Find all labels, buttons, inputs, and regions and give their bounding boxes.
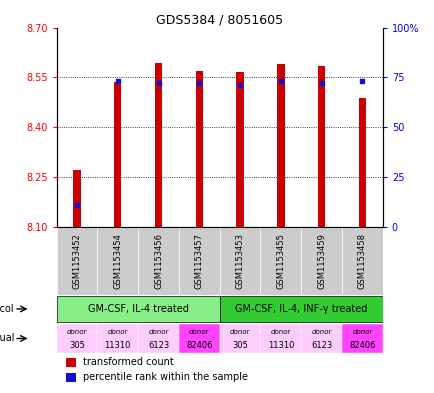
Bar	[236, 72, 243, 226]
Point	[317, 80, 324, 86]
Point	[358, 78, 365, 84]
Text: GSM1153455: GSM1153455	[276, 233, 285, 289]
Text: GSM1153457: GSM1153457	[194, 233, 203, 289]
FancyBboxPatch shape	[97, 323, 138, 353]
Bar	[358, 98, 365, 226]
Text: donor: donor	[270, 329, 290, 335]
Bar	[73, 170, 80, 226]
Text: percentile rank within the sample: percentile rank within the sample	[82, 372, 247, 382]
Text: GSM1153456: GSM1153456	[154, 233, 163, 289]
Point	[155, 80, 161, 86]
FancyBboxPatch shape	[300, 226, 341, 295]
Point	[277, 78, 284, 84]
Text: donor: donor	[189, 329, 209, 335]
FancyBboxPatch shape	[341, 226, 382, 295]
Text: 11310: 11310	[267, 341, 293, 350]
FancyBboxPatch shape	[138, 226, 178, 295]
Text: GSM1153452: GSM1153452	[72, 233, 81, 289]
Title: GDS5384 / 8051605: GDS5384 / 8051605	[156, 13, 283, 26]
Point	[236, 82, 243, 88]
Text: GSM1153454: GSM1153454	[113, 233, 122, 289]
Text: GSM1153459: GSM1153459	[316, 233, 326, 289]
FancyBboxPatch shape	[260, 226, 300, 295]
Text: donor: donor	[311, 329, 331, 335]
Text: GM-CSF, IL-4 treated: GM-CSF, IL-4 treated	[88, 304, 188, 314]
Text: 82406: 82406	[349, 341, 375, 350]
Text: GSM1153458: GSM1153458	[357, 233, 366, 289]
Text: 11310: 11310	[104, 341, 131, 350]
Text: 305: 305	[69, 341, 85, 350]
Text: 305: 305	[232, 341, 247, 350]
FancyBboxPatch shape	[260, 323, 300, 353]
FancyBboxPatch shape	[97, 226, 138, 295]
FancyBboxPatch shape	[56, 323, 97, 353]
Text: donor: donor	[148, 329, 168, 335]
Point	[73, 202, 80, 208]
FancyBboxPatch shape	[219, 226, 260, 295]
Point	[195, 80, 202, 86]
Text: 6123: 6123	[310, 341, 332, 350]
FancyBboxPatch shape	[300, 323, 341, 353]
Text: donor: donor	[66, 329, 87, 335]
Text: GSM1153453: GSM1153453	[235, 233, 244, 289]
Text: GM-CSF, IL-4, INF-γ treated: GM-CSF, IL-4, INF-γ treated	[234, 304, 367, 314]
Bar	[66, 373, 76, 382]
FancyBboxPatch shape	[341, 323, 382, 353]
FancyBboxPatch shape	[56, 296, 219, 322]
FancyBboxPatch shape	[56, 226, 97, 295]
Bar	[114, 82, 121, 226]
Text: 82406: 82406	[186, 341, 212, 350]
Bar	[66, 358, 76, 367]
Point	[114, 78, 121, 84]
FancyBboxPatch shape	[138, 323, 178, 353]
Text: donor: donor	[352, 329, 372, 335]
FancyBboxPatch shape	[219, 296, 382, 322]
FancyBboxPatch shape	[219, 323, 260, 353]
Bar	[155, 63, 162, 226]
Bar	[195, 71, 203, 226]
Text: donor: donor	[107, 329, 128, 335]
Text: 6123: 6123	[148, 341, 169, 350]
Text: protocol: protocol	[0, 304, 14, 314]
Text: individual: individual	[0, 334, 14, 343]
Text: transformed count: transformed count	[82, 358, 173, 367]
Bar	[276, 64, 284, 226]
FancyBboxPatch shape	[178, 323, 219, 353]
Text: donor: donor	[229, 329, 250, 335]
Bar	[317, 66, 325, 226]
FancyBboxPatch shape	[178, 226, 219, 295]
